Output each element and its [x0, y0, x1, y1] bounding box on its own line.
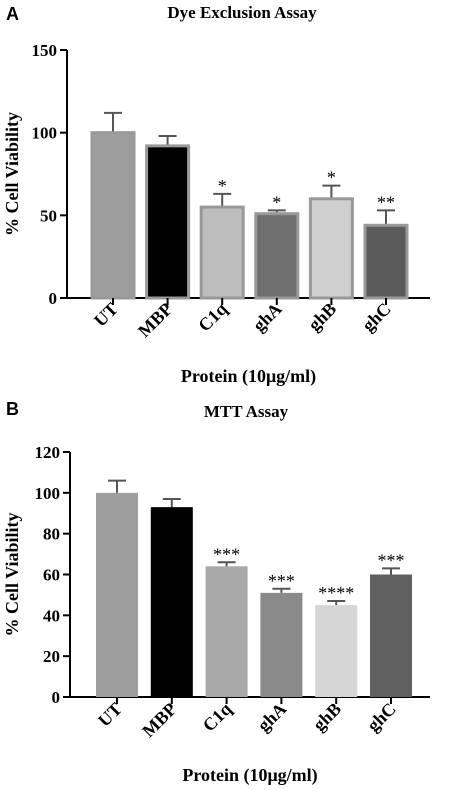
chart-a-y-axis-label: % Cell Viability [2, 112, 22, 236]
chart-a-panel-letter: A [6, 4, 19, 24]
chart-a-x-tick-label: UT [90, 299, 122, 331]
chart-a-bar-ghb [308, 197, 354, 300]
chart-b-x-tick-label: UT [94, 699, 126, 731]
chart-a-bar-gha [254, 212, 300, 300]
chart-a-bar-mbp [145, 144, 191, 300]
chart-b-y-tick-label: 0 [52, 688, 61, 707]
chart-a-bar-c1q [199, 205, 245, 300]
chart-a-bar-ghc [363, 223, 409, 300]
chart-b-bar-ghc [370, 574, 412, 697]
chart-a-x-tick-label: ghA [249, 299, 286, 336]
chart-a-y-tick-label: 50 [40, 206, 57, 225]
chart-a-title: Dye Exclusion Assay [167, 3, 317, 22]
chart-a-y-tick-label: 0 [49, 289, 58, 308]
chart-b-bar-gha [260, 592, 303, 697]
chart-b-y-tick-label: 60 [43, 566, 60, 585]
chart-b-x-axis-label: Protein (10μg/ml) [182, 765, 317, 786]
chart-b-y-tick-label: 40 [43, 606, 60, 625]
chart-b-bar-ghb [315, 605, 358, 697]
chart-a-significance-label: * [272, 192, 281, 212]
chart-b-y-tick-label: 120 [35, 443, 61, 462]
chart-b-significance-label: *** [213, 544, 240, 564]
chart-b-bar-c1q [205, 566, 248, 697]
chart-b-significance-label: *** [268, 571, 295, 591]
chart-b-x-tick-label: C1q [199, 699, 236, 736]
chart-a-x-tick-label: MBP [134, 299, 176, 341]
chart-a-x-axis-label: Protein (10μg/ml) [181, 366, 316, 387]
chart-a-significance-label: * [327, 168, 336, 188]
chart-b-title: MTT Assay [204, 402, 289, 421]
chart-b-x-tick-label: ghC [363, 699, 400, 736]
chart-b-x-tick-label: MBP [138, 699, 180, 741]
chart-a-significance-label: ** [377, 192, 395, 212]
chart-a-bar-ut [90, 131, 136, 300]
chart-b-significance-label: *** [378, 550, 405, 570]
chart-a-x-tick-label: ghB [304, 299, 340, 335]
chart-b-significance-label: **** [318, 583, 354, 603]
chart-a-y-tick-label: 150 [32, 41, 58, 60]
chart-a-x-tick-label: C1q [194, 299, 231, 336]
chart-b-x-tick-label: ghA [253, 699, 290, 736]
chart-b-y-tick-label: 20 [43, 647, 60, 666]
chart-b-y-tick-label: 100 [35, 484, 61, 503]
chart-b-bar-mbp [150, 507, 193, 697]
chart-b-y-tick-label: 80 [43, 525, 60, 544]
chart-b-x-tick-label: ghB [309, 699, 345, 735]
chart-a-y-tick-label: 100 [32, 124, 58, 143]
chart-b-bar-ut [96, 492, 138, 697]
chart-a-x-tick-label: ghC [358, 299, 395, 336]
chart-b-y-axis-label: % Cell Viability [2, 512, 22, 636]
chart-a-significance-label: * [218, 176, 227, 196]
chart-b-panel-letter: B [6, 399, 19, 419]
